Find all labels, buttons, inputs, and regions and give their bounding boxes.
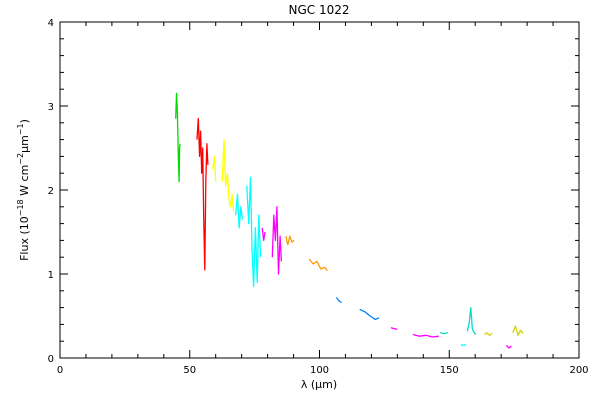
spectrum-segment — [246, 176, 262, 288]
x-tick-label: 150 — [440, 365, 459, 376]
y-tick-label: 1 — [48, 270, 54, 281]
spectrum-segment — [196, 117, 209, 271]
y-tick-label: 4 — [48, 18, 54, 29]
spectrum-segment — [212, 155, 217, 182]
y-tick-label: 3 — [48, 102, 54, 113]
y-label-prefix: Flux (10 — [18, 216, 31, 261]
y-label-mid2: μm — [18, 135, 31, 153]
spectrum-segment — [175, 92, 181, 183]
spectrum-segment — [335, 297, 342, 304]
spectrum-segment — [505, 344, 512, 349]
spectrum-segment — [412, 333, 439, 338]
y-axis-label: Flux (10−18 W cm−2μm−1) — [16, 119, 31, 261]
x-tick-label: 0 — [57, 365, 63, 376]
y-label-mid1: W cm — [18, 165, 31, 200]
x-tick-label: 100 — [310, 365, 329, 376]
spectrum-segment — [512, 325, 524, 336]
y-label-exp2: −2 — [16, 153, 25, 165]
spectrum-segment — [221, 138, 235, 212]
spectrum-series — [175, 92, 524, 349]
y-tick-label: 0 — [48, 354, 54, 365]
chart-title: NGC 1022 — [288, 3, 349, 17]
y-label-exp1: −18 — [16, 199, 25, 216]
spectrum-segment — [308, 258, 328, 272]
y-axis-ticks: 0 1 2 3 4 — [48, 18, 579, 365]
spectrum-segment — [460, 343, 467, 347]
x-tick-label: 50 — [183, 365, 196, 376]
plot-frame — [59, 21, 580, 359]
x-axis-label: λ (μm) — [301, 378, 337, 391]
x-axis-ticks: 0 50 100 150 200 — [57, 22, 589, 376]
spectrum-segment — [440, 332, 449, 335]
spectrum-segment — [390, 327, 398, 331]
y-label-suffix: ) — [18, 119, 31, 123]
spectrum-segment — [359, 308, 380, 321]
y-tick-label: 2 — [48, 186, 54, 197]
y-label-exp3: −1 — [16, 123, 25, 135]
spectrum-segment — [235, 193, 244, 229]
spectrum-segment — [285, 235, 295, 246]
spectrum-segment — [271, 206, 283, 275]
spectrum-segment — [261, 227, 266, 242]
spectrum-segment — [483, 332, 493, 336]
spectrum-segment — [466, 306, 477, 335]
x-tick-label: 200 — [569, 365, 588, 376]
